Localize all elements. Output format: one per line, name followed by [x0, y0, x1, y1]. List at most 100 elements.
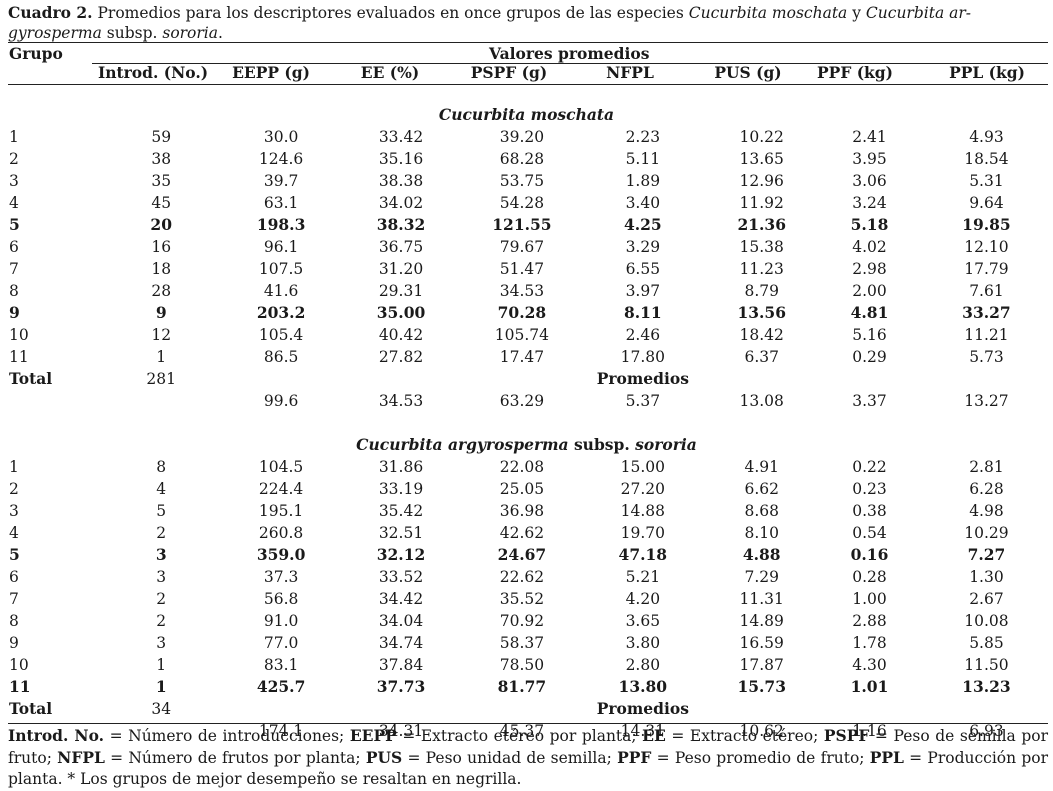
spacer-row	[0, 412, 1053, 434]
table-cell: 11.21	[964, 326, 1009, 344]
table-cell: 70.28	[497, 303, 547, 322]
total-row: Total 281 Promedios	[0, 368, 1053, 390]
footnote-abbrev: PUS	[365, 748, 403, 767]
promedios-label: Promedios	[596, 699, 689, 718]
table-cell: 7	[9, 260, 19, 278]
table-cell: 3.80	[625, 634, 661, 652]
table-cell	[704, 698, 819, 720]
table-cell	[819, 368, 920, 390]
section-title: Cucurbita argyrosperma subsp. sororia	[0, 434, 1053, 456]
table-row: 2 4 224.4 33.19 25.05 27.20 6.62 0.23 6.28	[0, 478, 1053, 500]
footnote-definition: = Extracto etéreo;	[665, 727, 824, 745]
table-cell: 0.22	[852, 458, 887, 476]
table-cell	[340, 698, 463, 720]
table-cell: 6	[9, 238, 19, 256]
table-cell: 2.88	[852, 612, 887, 630]
table-cell: 13.65	[739, 150, 784, 168]
table-cell: 7	[9, 590, 19, 608]
table-cell: 18.54	[964, 150, 1009, 168]
table-cell: 12	[151, 326, 172, 344]
header-grupo: Grupo	[9, 44, 63, 63]
table-cell: 121.55	[492, 215, 552, 234]
table-cell: 11.50	[964, 656, 1009, 674]
table-cell: 51.47	[499, 260, 545, 278]
column-header: NFPL	[606, 63, 654, 82]
table-cell	[704, 368, 819, 390]
table-cell: 1.78	[852, 634, 887, 652]
table-cell: 260.8	[258, 524, 304, 542]
table-cell: 1.00	[852, 590, 887, 608]
table-cell: 16.59	[739, 634, 784, 652]
table-cell: 6.62	[744, 480, 779, 498]
table-cell: 13.56	[737, 303, 786, 322]
table-cell: 31.20	[378, 260, 424, 278]
promedios-label: Promedios	[596, 369, 689, 388]
table-cell: 0.54	[852, 524, 887, 542]
table-cell	[223, 698, 340, 720]
table-cell: 39.20	[499, 128, 545, 146]
table-cell: 2.81	[969, 458, 1004, 476]
table-cell: 34.04	[378, 612, 424, 630]
table-cell: 33.42	[378, 128, 424, 146]
table-cell: 35.00	[376, 303, 426, 322]
table-cell: 22.62	[499, 568, 545, 586]
table-cell: 34.02	[378, 194, 424, 212]
table-cell: 105.4	[258, 326, 304, 344]
table-row: 11 1 425.7 37.73 81.77 13.80 15.73 1.01 13.23	[0, 676, 1053, 698]
table-cell: 2.67	[969, 590, 1004, 608]
column-header: EE (%)	[360, 63, 420, 82]
section-2-title: Cucurbita argyrosperma subsp. sororia	[356, 435, 697, 454]
table-cell: 68.28	[499, 150, 545, 168]
table-cell	[920, 368, 1053, 390]
table-cell: 3.65	[625, 612, 661, 630]
table-cell: 3.37	[852, 392, 887, 410]
table-cell	[0, 390, 100, 412]
table-cell: 124.6	[258, 150, 304, 168]
table-cell	[920, 698, 1053, 720]
table-cell: 33.19	[378, 480, 424, 498]
table-cell: 0.23	[852, 480, 887, 498]
table-cell: 4.02	[852, 238, 887, 256]
table-row: 5 3 359.0 32.12 24.67 47.18 4.88 0.16 7.27	[0, 544, 1053, 566]
table-cell: 174.1	[258, 722, 304, 740]
table-cell: 224.4	[258, 480, 304, 498]
table-cell: 8	[9, 612, 19, 630]
section-header-row: Cucurbita moschata	[0, 104, 1053, 126]
table-cell: 2	[9, 480, 19, 498]
table-cell: 58.37	[499, 634, 545, 652]
column-header: PUS (g)	[714, 63, 782, 82]
footnote-abbrev: NFPL	[57, 748, 105, 767]
table-cell: 1.89	[625, 172, 661, 190]
table-cell: 38.38	[378, 172, 424, 190]
table-cell: 2.80	[625, 656, 661, 674]
table-cell: 0.29	[852, 348, 887, 366]
table-cell: 1.01	[850, 677, 889, 696]
table-cell: 22.08	[499, 458, 545, 476]
caption-text-a: Promedios para los descriptores evaluado…	[92, 4, 689, 22]
table-cell: 54.28	[499, 194, 545, 212]
table-cell: 5.73	[969, 348, 1004, 366]
table-row: 10 12 105.4 40.42 105.74 2.46 18.42 5.16 11.21	[0, 324, 1053, 346]
table-cell: 4	[9, 524, 19, 542]
table-cell: 99.6	[263, 392, 299, 410]
footnote-abbrev: Introd. No.	[8, 726, 105, 745]
table-cell: 35	[151, 172, 172, 190]
table-cell: 3	[156, 634, 167, 652]
footnote-definition: = Peso promedio de fruto;	[651, 749, 870, 767]
table-row: 4 45 63.1 34.02 54.28 3.40 11.92 3.24 9.64	[0, 192, 1053, 214]
table-cell: 6.28	[969, 480, 1004, 498]
table-cell: 2.00	[852, 282, 887, 300]
table-cell: 7.27	[967, 545, 1006, 564]
table-cell: 6.93	[969, 722, 1004, 740]
table-cell: 31.86	[378, 458, 424, 476]
column-header: PPF (kg)	[817, 63, 893, 82]
table-cell: 36.98	[499, 502, 545, 520]
table-cell: 3.29	[625, 238, 661, 256]
table-cell: 35.16	[378, 150, 424, 168]
table-row: 4 2 260.8 32.51 42.62 19.70 8.10 0.54 10.29	[0, 522, 1053, 544]
table-cell: 281	[146, 370, 176, 388]
table-cell: 39.7	[263, 172, 299, 190]
section-header-row: Cucurbita argyrosperma subsp. sororia	[0, 434, 1053, 456]
table-cell: 14.88	[620, 502, 665, 520]
table-cell: 4.81	[850, 303, 889, 322]
